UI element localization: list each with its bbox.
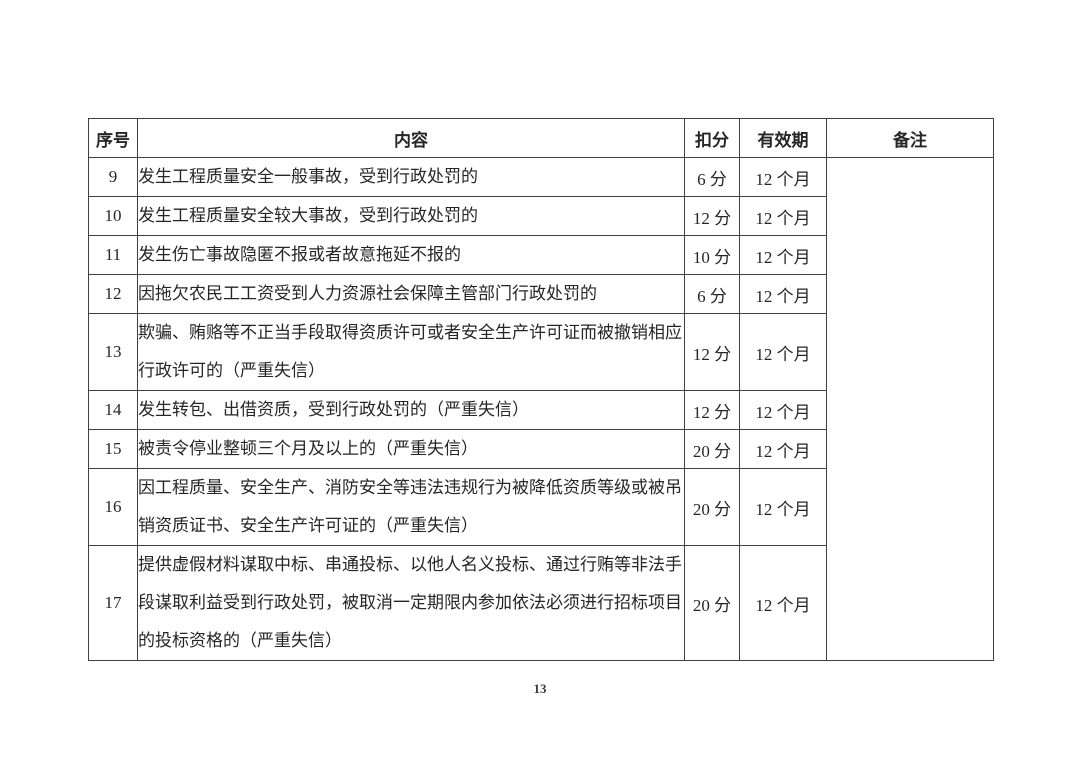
table-row: 10 发生工程质量安全较大事故，受到行政处罚的 12 分 12 个月 [88,196,994,236]
content-cell: 发生转包、出借资质，受到行政处罚的（严重失信） [137,390,685,430]
points-cell: 12 分 [684,196,740,236]
content-cell: 提供虚假材料谋取中标、串通投标、以他人名义投标、通过行贿等非法手段谋取利益受到行… [137,545,685,661]
row-number-cell: 10 [88,196,138,236]
validity-cell: 12 个月 [739,157,827,197]
points-cell: 6 分 [684,157,740,197]
header-remarks: 备注 [826,118,994,158]
deduction-rules-table: 序号 内容 扣分 有效期 备注 9 发生工程质量安全一般事故，受到行政处罚的 6… [88,118,994,661]
header-points-deducted: 扣分 [684,118,740,158]
table-row: 17 提供虚假材料谋取中标、串通投标、以他人名义投标、通过行贿等非法手段谋取利益… [88,545,994,661]
content-cell: 发生伤亡事故隐匿不报或者故意拖延不报的 [137,235,685,275]
content-cell: 因拖欠农民工工资受到人力资源社会保障主管部门行政处罚的 [137,274,685,314]
points-cell: 20 分 [684,429,740,469]
header-serial-number: 序号 [88,118,138,158]
content-cell: 被责令停业整顿三个月及以上的（严重失信） [137,429,685,469]
row-number-cell: 16 [88,468,138,546]
row-number-cell: 9 [88,157,138,197]
validity-cell: 12 个月 [739,429,827,469]
row-number-cell: 13 [88,313,138,391]
row-number-cell: 15 [88,429,138,469]
validity-cell: 12 个月 [739,235,827,275]
content-cell: 发生工程质量安全较大事故，受到行政处罚的 [137,196,685,236]
header-content: 内容 [137,118,685,158]
validity-cell: 12 个月 [739,390,827,430]
content-cell: 欺骗、贿赂等不正当手段取得资质许可或者安全生产许可证而被撤销相应行政许可的（严重… [137,313,685,391]
validity-cell: 12 个月 [739,313,827,391]
points-cell: 10 分 [684,235,740,275]
content-cell: 因工程质量、安全生产、消防安全等违法违规行为被降低资质等级或被吊销资质证书、安全… [137,468,685,546]
validity-cell: 12 个月 [739,545,827,661]
header-validity-period: 有效期 [739,118,827,158]
table-row: 9 发生工程质量安全一般事故，受到行政处罚的 6 分 12 个月 [88,157,994,661]
points-cell: 12 分 [684,390,740,430]
row-number-cell: 11 [88,235,138,275]
validity-cell: 12 个月 [739,468,827,546]
table-row: 12 因拖欠农民工工资受到人力资源社会保障主管部门行政处罚的 6 分 12 个月 [88,274,994,314]
row-number-cell: 14 [88,390,138,430]
table-row: 11 发生伤亡事故隐匿不报或者故意拖延不报的 10 分 12 个月 [88,235,994,275]
table-row: 13 欺骗、贿赂等不正当手段取得资质许可或者安全生产许可证而被撤销相应行政许可的… [88,313,994,391]
table-row: 15 被责令停业整顿三个月及以上的（严重失信） 20 分 12 个月 [88,429,994,469]
validity-cell: 12 个月 [739,274,827,314]
page-number: 13 [533,681,547,696]
row-number-cell: 17 [88,545,138,661]
validity-cell: 12 个月 [739,196,827,236]
points-cell: 12 分 [684,313,740,391]
row-number-cell: 12 [88,274,138,314]
points-cell: 20 分 [684,468,740,546]
content-cell: 发生工程质量安全一般事故，受到行政处罚的 [137,157,685,197]
table-row: 16 因工程质量、安全生产、消防安全等违法违规行为被降低资质等级或被吊销资质证书… [88,468,994,546]
points-cell: 6 分 [684,274,740,314]
remark-cell [826,157,994,661]
table-header-row: 序号 内容 扣分 有效期 备注 [88,118,994,158]
points-cell: 20 分 [684,545,740,661]
